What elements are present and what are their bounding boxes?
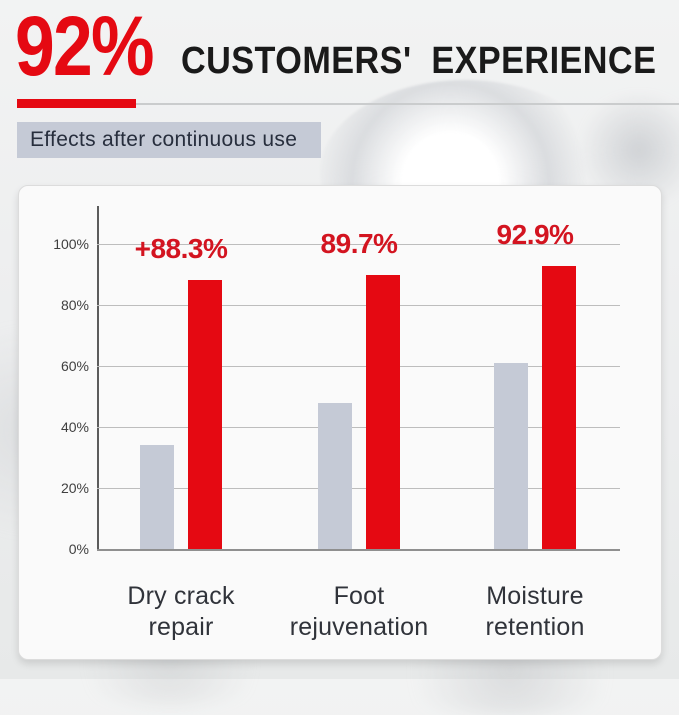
gridline (97, 305, 620, 306)
x-axis-line (97, 549, 620, 551)
y-axis-tick: 40% (60, 419, 89, 435)
gridline (97, 488, 620, 489)
bar-before-use (140, 445, 174, 549)
stat-underline (17, 99, 136, 108)
y-axis-line (97, 206, 99, 551)
bar-after-use (188, 279, 222, 549)
bar-before-use (494, 362, 528, 549)
value-label: 92.9% (496, 218, 574, 250)
category-label: Foot rejuvenation (244, 581, 474, 643)
bar-before-use (318, 402, 352, 549)
page-title: CUSTOMERS' EXPERIENCE (181, 40, 657, 82)
category-label: Dry crack repair (66, 581, 296, 643)
value-label: 89.7% (320, 228, 398, 260)
chart-card: 100% 80% 60% 40% 20% 0% +88.3% Dry crack repair 8… (18, 185, 662, 660)
bar-after-use (542, 265, 576, 549)
y-axis-tick: 100% (53, 236, 89, 252)
bar-after-use (366, 275, 400, 549)
stat-percentage: 92% (15, 0, 155, 93)
subtitle-tag: Effects after continuous use (17, 122, 321, 158)
divider-line (136, 103, 679, 105)
category-label: Moisture retention (420, 581, 650, 643)
gridline (97, 366, 620, 367)
category-label-line: rejuvenation (289, 613, 429, 641)
y-axis-tick: 60% (60, 358, 89, 374)
category-label-line: Moisture (486, 582, 584, 610)
y-axis-tick: 0% (68, 541, 89, 557)
y-axis-tick: 20% (60, 480, 89, 496)
gridline (97, 244, 620, 245)
category-label-line: retention (485, 613, 585, 641)
category-label-line: Foot (333, 582, 385, 610)
category-label-line: Dry crack (127, 582, 235, 610)
y-axis-tick: 80% (60, 297, 89, 313)
value-label: +88.3% (134, 232, 228, 264)
category-label-line: repair (148, 613, 214, 641)
gridline (97, 427, 620, 428)
